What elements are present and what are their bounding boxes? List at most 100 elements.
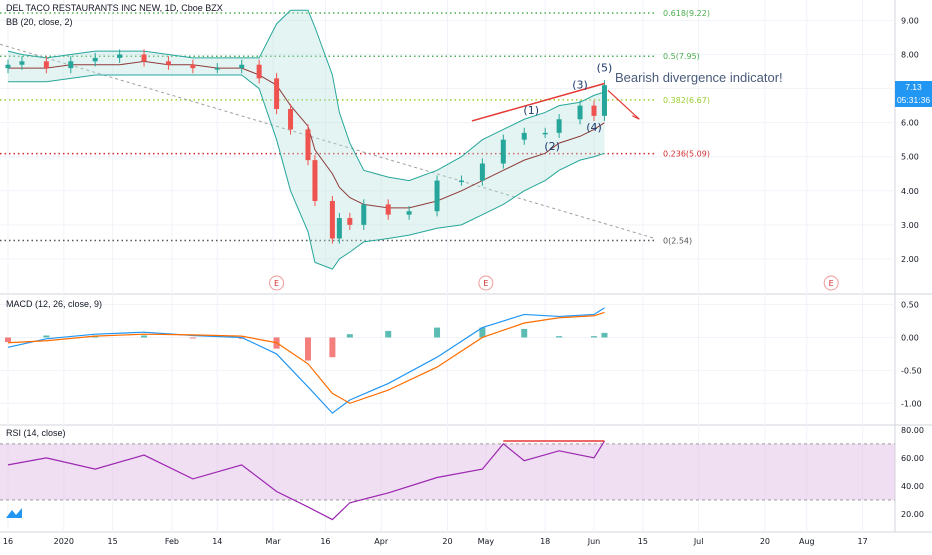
bearish-divergence-note: Bearish divergence indicator! bbox=[615, 70, 783, 85]
macd-histogram-bar bbox=[304, 337, 311, 361]
x-tick-label: Mar bbox=[266, 537, 282, 546]
x-tick-label: 18 bbox=[540, 537, 550, 546]
rsi-axis-tick: 20.00 bbox=[901, 510, 924, 519]
x-tick-label: 14 bbox=[212, 537, 222, 546]
macd-histogram-bar bbox=[5, 337, 11, 343]
macd-histogram-bar bbox=[479, 327, 486, 338]
x-tick-label: 15 bbox=[108, 537, 118, 546]
candle-body bbox=[239, 64, 245, 69]
x-tick-label: 15 bbox=[638, 537, 648, 546]
candle-body bbox=[274, 78, 280, 110]
bb-indicator-label[interactable]: BB (20, close, 2) bbox=[6, 17, 73, 27]
x-tick-label: Feb bbox=[165, 537, 179, 546]
candle-body bbox=[5, 64, 11, 69]
rsi-indicator-label[interactable]: RSI (14, close) bbox=[6, 428, 66, 438]
candle-body bbox=[288, 109, 294, 130]
candle-body bbox=[500, 139, 506, 164]
bearish-arrow bbox=[607, 89, 640, 120]
candle-body bbox=[458, 180, 464, 183]
price-axis-tick: 6.00 bbox=[901, 119, 919, 128]
candle-body bbox=[43, 61, 49, 69]
last-price-tag: 7.13 bbox=[895, 81, 932, 94]
bb-basis-line bbox=[8, 60, 605, 209]
x-tick-label: 17 bbox=[857, 537, 867, 546]
earnings-marker-label: E bbox=[483, 279, 488, 288]
macd-histogram-bar bbox=[556, 336, 563, 338]
rsi-axis-tick: 60.00 bbox=[901, 454, 924, 463]
x-tick-label: 16 bbox=[320, 537, 330, 546]
macd-indicator-label[interactable]: MACD (12, 26, close, 9) bbox=[6, 299, 103, 309]
fib-level-label: 0(2.54) bbox=[663, 237, 692, 246]
fib-level-label: 0.618(9.22) bbox=[663, 9, 710, 18]
elliott-wave-label: (2) bbox=[544, 140, 560, 153]
macd-histogram-bar bbox=[385, 330, 392, 338]
macd-histogram-bar bbox=[521, 328, 528, 338]
candle-body bbox=[434, 180, 440, 212]
macd-histogram-bar bbox=[601, 332, 608, 338]
x-tick-label: 16 bbox=[3, 537, 13, 546]
x-tick-label: 2020 bbox=[54, 537, 74, 546]
x-tick-label: Jul bbox=[693, 537, 704, 546]
candle-body bbox=[577, 105, 583, 120]
macd-line bbox=[7, 307, 605, 414]
candle-body bbox=[406, 211, 412, 215]
price-axis-tick: 5.00 bbox=[901, 153, 919, 162]
symbol-title[interactable]: DEL TACO RESTAURANTS INC NEW, 1D, Cboe B… bbox=[6, 3, 223, 13]
rsi-zone bbox=[0, 443, 895, 500]
candle-body bbox=[542, 132, 548, 135]
price-divergence-line bbox=[471, 82, 605, 122]
macd-histogram-bar bbox=[346, 334, 353, 338]
elliott-wave-label: (4) bbox=[586, 121, 602, 134]
candle-body bbox=[165, 61, 171, 65]
earnings-marker bbox=[269, 275, 285, 291]
tradingview-logo-icon bbox=[6, 505, 22, 518]
elliott-wave-label: (1) bbox=[523, 104, 539, 117]
price-axis-tick: 8.00 bbox=[901, 51, 919, 60]
fib-level-label: 0.236(5.09) bbox=[663, 150, 710, 159]
price-axis-tick: 3.00 bbox=[901, 221, 919, 230]
x-tick-label: May bbox=[478, 537, 495, 546]
macd-histogram-bar bbox=[434, 327, 441, 338]
x-tick-label: 20 bbox=[760, 537, 770, 546]
macd-axis-tick: -0.50 bbox=[901, 366, 922, 375]
x-tick-label: Apr bbox=[374, 537, 389, 546]
candle-body bbox=[479, 163, 485, 181]
candle-body bbox=[556, 119, 562, 133]
price-axis-tick: 9.00 bbox=[901, 16, 919, 25]
candle-body bbox=[329, 201, 335, 239]
x-tick-label: Jun bbox=[587, 537, 601, 546]
earnings-marker-label: E bbox=[274, 279, 279, 288]
rsi-axis-tick: 40.00 bbox=[901, 482, 924, 491]
candle-body bbox=[336, 218, 342, 239]
earnings-marker bbox=[823, 275, 839, 291]
countdown-tag: 05:31:36 bbox=[895, 94, 932, 107]
rsi-line bbox=[7, 440, 605, 521]
macd-axis-tick: 0.50 bbox=[901, 301, 919, 310]
macd-axis-tick: -1.00 bbox=[901, 399, 922, 408]
candle-body bbox=[601, 85, 607, 116]
rsi-axis-tick: 80.00 bbox=[901, 426, 924, 435]
candle-body bbox=[347, 218, 353, 225]
candle-body bbox=[190, 64, 196, 69]
earnings-marker bbox=[478, 275, 494, 291]
candle-body bbox=[591, 105, 597, 116]
candle-body bbox=[68, 61, 74, 69]
elliott-wave-label: (3) bbox=[572, 79, 588, 92]
candle-body bbox=[305, 129, 311, 161]
candle-body bbox=[117, 54, 123, 58]
macd-histogram-bar bbox=[329, 337, 336, 358]
x-tick-label: Aug bbox=[799, 537, 815, 546]
price-axis-tick: 2.00 bbox=[901, 255, 919, 264]
fib-level-label: 0.5(7.95) bbox=[663, 52, 700, 61]
macd-histogram-bar bbox=[189, 337, 196, 339]
candle-body bbox=[214, 68, 220, 70]
candle-body bbox=[312, 160, 318, 202]
candle-body bbox=[385, 204, 391, 215]
price-axis-tick: 4.00 bbox=[901, 187, 919, 196]
fib-level-label: 0.382(6.67) bbox=[663, 96, 710, 105]
candle-body bbox=[521, 132, 527, 140]
bb-upper-line bbox=[7, 9, 605, 182]
elliott-wave-label: (5) bbox=[597, 62, 613, 75]
candle-body bbox=[256, 64, 262, 79]
